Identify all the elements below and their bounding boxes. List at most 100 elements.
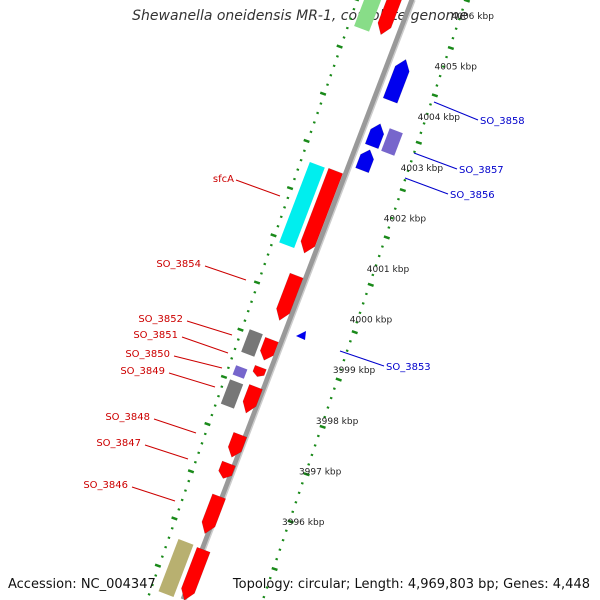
- inner-ring-tick: [326, 83, 329, 87]
- inner-ring-tick: [342, 36, 346, 39]
- outer-ring-tick: [445, 55, 448, 59]
- left-label-leader: [173, 355, 223, 369]
- genome-summary: Topology: circular; Length: 4,969,803 bp…: [232, 577, 590, 592]
- inner-ring-tick: [283, 206, 287, 209]
- olive-feature: [158, 538, 194, 598]
- outer-tick-ring: [262, 0, 471, 599]
- reverse-gene-arrow: [355, 149, 374, 174]
- scale-label: 4002 kbp: [384, 214, 427, 224]
- feature-labels: 3996 kbp 3997 kbp 3998 kbp 3999 kbp 4000 kbp…: [83, 12, 524, 528]
- inner-ring-tick: [204, 421, 211, 427]
- inner-ring-tick: [193, 460, 197, 464]
- inner-ring-tick: [253, 290, 257, 294]
- inner-ring-tick: [226, 366, 230, 370]
- outer-ring-tick: [387, 226, 391, 229]
- outer-ring-tick: [393, 207, 397, 210]
- outer-ring-tick: [265, 586, 269, 589]
- reverse-gene-arrow: [364, 123, 385, 150]
- inner-ring-tick: [263, 262, 267, 266]
- left-gene-label: sfcA: [213, 174, 234, 185]
- outer-ring-tick: [310, 453, 314, 457]
- inner-ring-tick: [187, 469, 195, 474]
- inner-ring-tick: [230, 357, 234, 360]
- inner-ring-tick: [302, 149, 306, 153]
- left-label-leader: [153, 418, 197, 434]
- outer-ring-tick: [268, 576, 272, 580]
- left-gene-label: SO_3848: [105, 412, 150, 423]
- inner-ring-tick: [319, 91, 327, 96]
- inner-ring-tick: [233, 347, 237, 351]
- scale-label: 3996 kbp: [282, 518, 325, 528]
- left-label-leader: [181, 336, 229, 354]
- outer-ring-tick: [316, 434, 320, 438]
- forward-gene-arrow: [260, 336, 279, 361]
- outer-ring-tick: [435, 84, 439, 87]
- scale-label: 4000 kbp: [350, 316, 393, 326]
- outer-ring-tick: [438, 74, 442, 78]
- inner-ring-tick: [296, 168, 300, 171]
- outer-ring-tick: [291, 510, 295, 514]
- left-gene-label: SO_3849: [120, 366, 165, 377]
- inner-ring-tick: [329, 73, 333, 77]
- outer-ring-tick: [429, 103, 432, 106]
- inner-ring-tick: [220, 374, 228, 380]
- left-label-leader: [144, 444, 189, 460]
- outer-ring-tick: [367, 282, 374, 287]
- inner-ring-tick: [336, 44, 343, 49]
- outer-ring-tick: [297, 491, 301, 495]
- outer-ring-tick: [390, 216, 394, 220]
- right-gene-label: SO_3858: [480, 116, 525, 127]
- inner-ring-tick: [349, 17, 353, 20]
- outer-ring-tick: [313, 444, 317, 447]
- outer-ring-tick: [345, 349, 349, 353]
- outer-ring-tick: [355, 320, 359, 324]
- inner-ring-tick: [180, 498, 184, 502]
- scale-label: 4006 kbp: [452, 12, 495, 22]
- outer-ring-tick: [339, 368, 343, 372]
- right-label-leader: [339, 350, 385, 367]
- inner-ring-tick: [266, 253, 270, 256]
- scale-label: 4005 kbp: [435, 63, 478, 73]
- scale-label: 4001 kbp: [367, 265, 410, 275]
- outer-ring-tick: [451, 36, 455, 40]
- outer-ring-tick: [364, 292, 368, 296]
- outer-ring-tick: [332, 387, 336, 390]
- inner-ring-tick: [171, 516, 178, 521]
- outer-ring-tick: [351, 330, 358, 335]
- inner-ring-tick: [177, 508, 181, 511]
- forward-gene-arrow: [201, 493, 226, 535]
- left-label-leader: [168, 372, 216, 388]
- scale-label: 3999 kbp: [333, 366, 376, 376]
- left-label-leader: [131, 486, 176, 502]
- left-label-leader: [186, 320, 233, 336]
- inner-ring-tick: [352, 7, 356, 11]
- outer-ring-tick: [281, 538, 285, 542]
- inner-ring-tick: [170, 526, 174, 530]
- outer-ring-tick: [403, 178, 407, 182]
- outer-ring-tick: [399, 187, 407, 193]
- outer-ring-tick: [419, 131, 423, 135]
- outer-ring-tick: [374, 264, 378, 267]
- outer-ring-tick: [275, 557, 279, 561]
- inner-ring-tick: [279, 215, 283, 219]
- outer-ring-tick: [319, 424, 326, 430]
- inner-ring-tick: [203, 432, 207, 436]
- inner-ring-tick: [197, 451, 201, 455]
- left-gene-label: SO_3851: [133, 330, 178, 341]
- inner-ring-tick: [154, 574, 158, 577]
- inner-ring-tick: [167, 536, 171, 540]
- outer-ring-tick: [348, 339, 352, 343]
- outer-ring-tick: [361, 302, 365, 305]
- gray-feature: [241, 329, 263, 357]
- inner-ring-tick: [269, 243, 273, 247]
- left-gene-label: SO_3847: [96, 438, 141, 449]
- sfca-feature: [279, 161, 325, 249]
- inner-ring-tick: [220, 385, 224, 389]
- left-label-leader: [235, 179, 281, 197]
- inner-ring-tick: [147, 593, 151, 596]
- inner-ring-tick: [335, 55, 339, 58]
- left-gene-label: SO_3852: [138, 314, 183, 325]
- outer-ring-tick: [294, 500, 298, 504]
- inner-ring-tick: [312, 121, 316, 124]
- outer-ring-tick: [425, 112, 429, 116]
